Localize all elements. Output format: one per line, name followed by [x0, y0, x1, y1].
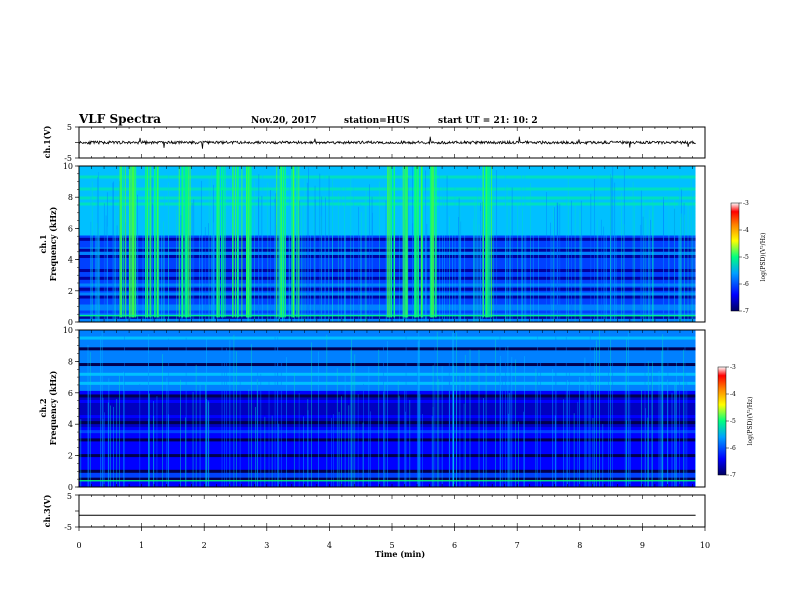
ch1-spectrogram-colorbar-tick-label: -7 [743, 308, 749, 315]
ch2-spectrogram-row [79, 339, 696, 343]
ch2-spectrogram-ytick-label: 6 [68, 389, 73, 398]
ch1-spectrogram-ylabel-channel: ch.1 [38, 234, 48, 253]
ch3-waveform-ylabel: ch.3(V) [42, 494, 52, 527]
figure-title: VLF Spectra [78, 112, 161, 126]
ch1-spectrogram-colorbar-tick-label: -5 [743, 254, 749, 261]
ch3-ytick-bottom: -5 [64, 523, 72, 532]
ch2-spectrogram-ylabel-channel: ch.2 [38, 398, 48, 417]
date-label: Nov.20, 2017 [251, 116, 317, 126]
ch1-spectrogram-ylabel-frequency: Frequency (kHz) [48, 206, 58, 281]
ch2-spectrogram-nodata [695, 330, 705, 487]
ch1-ytick-bottom: -5 [64, 154, 72, 163]
ch3-waveform-frame [78, 494, 706, 528]
time-axis-tick-label: 4 [327, 541, 332, 550]
ch2-spectrogram-colorbar-tick-label: -5 [730, 418, 736, 425]
time-axis-tick-label: 9 [640, 541, 645, 550]
time-axis-tick-label: 3 [264, 541, 269, 550]
ch2-spectrogram-row [79, 333, 696, 337]
ch2-spectrogram-ytick-label: 8 [68, 357, 73, 366]
ch2-colorbar [717, 366, 727, 476]
ch2-spectrogram-ytick-label: 0 [68, 483, 73, 492]
ch1-colorbar [730, 202, 740, 312]
start-ut-label: start UT = 21: 10: 2 [438, 116, 538, 126]
ch1-waveform-panel: 5 -5 ch.1(V) [42, 123, 706, 163]
time-axis: 0 1 2 3 4 5 6 7 8 9 10 [76, 166, 710, 550]
ch2-spectrogram-ytick-label: 4 [68, 420, 73, 429]
ch2-spectrogram-colorbar-tick-label: -4 [730, 391, 736, 398]
ch3-ytick-top: 5 [67, 492, 72, 501]
ch2-spectrogram-ylabel-frequency: Frequency (kHz) [48, 370, 58, 445]
ch1-spectrogram-nodata [695, 166, 705, 322]
ch1-ytick-top: 5 [67, 123, 72, 132]
time-axis-tick-label: 10 [700, 541, 710, 550]
ch1-spectrogram-colorbar-tick-label: -3 [743, 200, 749, 207]
ch2-spectrogram-row [79, 336, 696, 340]
time-axis-tick-label: 1 [139, 541, 144, 550]
ch2-spectrogram-colorbar-tick-label: -6 [730, 445, 736, 452]
time-axis-tick-label: 6 [452, 541, 457, 550]
ch1-spectrogram-ytick-label: 4 [68, 256, 73, 265]
ch1-waveform-trace [78, 136, 696, 149]
ch3-waveform-panel: 5 -5 ch.3(V) [42, 492, 706, 532]
ch1-spectrogram-ytick-label: 6 [68, 224, 73, 233]
ch2-spectrogram-colorbar-tick-label: -3 [730, 364, 736, 371]
station-label: station=HUS [344, 116, 410, 126]
ch1-spectrogram-ytick-label: 10 [63, 162, 73, 171]
time-axis-tick-label: 5 [389, 541, 394, 550]
ch1-spectrogram-ytick-label: 2 [68, 287, 73, 296]
ch2-spectrogram-ytick-label: 2 [68, 452, 73, 461]
ch1-spectrogram-colorbar-tick-label: -6 [743, 281, 749, 288]
ch2-spectrogram-colorbar-tick-label: -7 [730, 472, 736, 479]
time-axis-label: Time (min) [375, 549, 425, 559]
time-axis-tick-label: 8 [577, 541, 582, 550]
ch1-spectrogram-ytick-label: 0 [68, 318, 73, 327]
ch1-waveform-ylabel: ch.1(V) [42, 125, 52, 158]
ch2-spectrogram-row [79, 330, 696, 334]
ch2-spectrogram-ytick-label: 10 [63, 326, 73, 335]
ch1-spectrogram-ytick-label: 8 [68, 193, 73, 202]
time-axis-tick-label: 0 [76, 541, 81, 550]
ch1-spectrogram-colorbar-tick-label: -4 [743, 227, 749, 234]
time-axis-tick-label: 2 [202, 541, 207, 550]
ch2-colorbar-label: log(PSD)(V²/Hz) [747, 397, 754, 446]
ch1-colorbar-label: log(PSD)(V²/Hz) [760, 233, 767, 282]
time-axis-tick-label: 7 [515, 541, 520, 550]
ch1-spectrogram-row [79, 319, 696, 322]
